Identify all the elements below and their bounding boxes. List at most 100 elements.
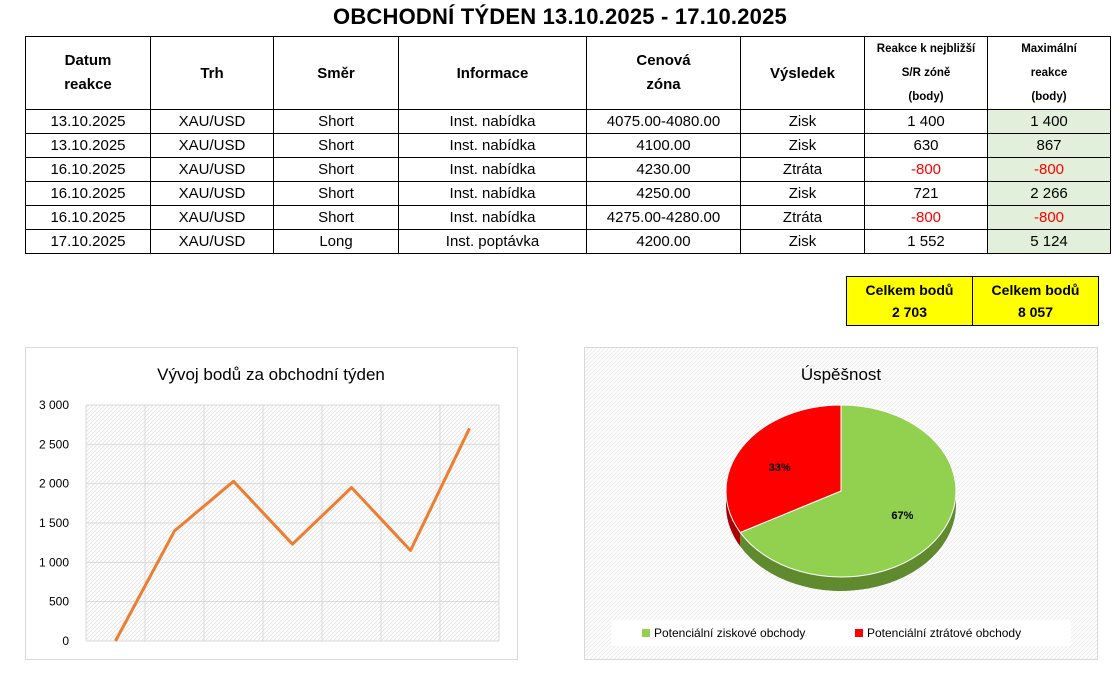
cell-direction: Short	[273, 133, 399, 158]
cell-max: 2 266	[987, 181, 1111, 206]
cell-market: XAU/USD	[150, 205, 274, 230]
cell-market: XAU/USD	[150, 229, 274, 254]
cell-direction: Short	[273, 205, 399, 230]
cell-market: XAU/USD	[150, 157, 274, 182]
header-result: Výsledek	[740, 36, 865, 110]
header-info: Informace	[398, 36, 587, 110]
table-row: 16.10.2025 XAU/USD Short Inst. nabídka 4275.…	[25, 205, 1111, 230]
total-max-cell: Celkem bodů 8 057	[972, 276, 1099, 326]
table-row: 16.10.2025 XAU/USD Short Inst. nabídka 4250.…	[25, 181, 1111, 206]
y-tick-label: 1 000	[39, 555, 69, 569]
total-reaction-value: 2 703	[891, 304, 928, 320]
cell-price: 4100.00	[586, 133, 741, 158]
totals-table: Celkem bodů 2 703 Celkem bodů 8 057	[846, 276, 1099, 326]
legend-swatch	[642, 629, 650, 637]
table-row: 13.10.2025 XAU/USD Short Inst. nabídka 4100.…	[25, 133, 1111, 158]
header-max: Maximální reakce (body)	[987, 36, 1111, 110]
header-direction: Směr	[273, 36, 399, 110]
pie-data-label: 33%	[769, 462, 791, 474]
cell-price: 4200.00	[586, 229, 741, 254]
cell-reaction: -800	[864, 157, 988, 182]
header-date: Datum reakce	[25, 36, 151, 110]
cell-direction: Short	[273, 157, 399, 182]
cell-reaction: -800	[864, 205, 988, 230]
pie-slice	[739, 404, 957, 578]
y-tick-label: 0	[62, 634, 69, 648]
header-date-label: Datum reakce	[64, 52, 112, 93]
cell-price: 4230.00	[586, 157, 741, 182]
table-row: 13.10.2025 XAU/USD Short Inst. nabídka 4075.…	[25, 109, 1111, 134]
cell-reaction: 1 552	[864, 229, 988, 254]
total-max-value: 8 057	[1017, 304, 1054, 320]
trades-table: Datum reakce Trh Směr Informace Cenová z…	[25, 36, 1111, 254]
cell-direction: Long	[273, 229, 399, 254]
y-tick-label: 1 500	[39, 516, 69, 530]
header-reaction-line3: (body)	[908, 91, 944, 103]
cell-info: Inst. nabídka	[398, 133, 587, 158]
pie-data-label: 67%	[891, 510, 913, 522]
cell-reaction: 721	[864, 181, 988, 206]
y-tick-label: 2 000	[39, 477, 69, 491]
cell-date: 13.10.2025	[25, 109, 151, 134]
header-price: Cenová zóna	[586, 36, 741, 110]
cell-info: Inst. nabídka	[398, 205, 587, 230]
cell-max: 5 124	[987, 229, 1111, 254]
legend-box	[611, 620, 1071, 646]
total-max-label: Celkem bodů	[991, 282, 1080, 298]
header-market: Trh	[150, 36, 274, 110]
line-chart-title: Vývoj bodů za obchodní týden	[157, 365, 385, 384]
pie-legend: Potenciální ziskové obchody Potenciální z…	[611, 620, 1071, 646]
cell-max: -800	[987, 205, 1111, 230]
cell-result: Ztráta	[740, 157, 865, 182]
cell-date: 13.10.2025	[25, 133, 151, 158]
cell-direction: Short	[273, 109, 399, 134]
header-reaction-line1: Reakce k nejbližší	[876, 43, 976, 55]
cell-date: 17.10.2025	[25, 229, 151, 254]
header-max-line3: (body)	[1031, 91, 1067, 103]
cell-max: -800	[987, 157, 1111, 182]
cell-result: Zisk	[740, 229, 865, 254]
cell-info: Inst. nabídka	[398, 157, 587, 182]
pie-chart: Úspěšnost 67% 33% Potenciální ziskové obc…	[585, 348, 1097, 659]
cell-result: Ztráta	[740, 205, 865, 230]
cell-date: 16.10.2025	[25, 157, 151, 182]
series-line	[114, 427, 471, 642]
pie-slice-side	[740, 491, 956, 591]
pie-slice-side	[726, 491, 741, 547]
y-tick-label: 3 000	[39, 398, 69, 412]
cell-market: XAU/USD	[150, 133, 274, 158]
page-title: OBCHODNÍ TÝDEN 13.10.2025 - 17.10.2025	[333, 4, 787, 29]
table-row: 16.10.2025 XAU/USD Short Inst. nabídka 4230.…	[25, 157, 1111, 182]
cell-price: 4275.00-4280.00	[586, 205, 741, 230]
cell-result: Zisk	[740, 109, 865, 134]
total-reaction-cell: Celkem bodů 2 703	[846, 276, 973, 326]
line-chart-panel: Vývoj bodů za obchodní týden 0 500 1 000 1 …	[25, 347, 518, 660]
header-price-label: Cenová zóna	[636, 52, 691, 93]
pie-slice	[725, 404, 842, 534]
header-reaction-line2: S/R zóně	[901, 67, 951, 79]
cell-max: 867	[987, 133, 1111, 158]
cell-direction: Short	[273, 181, 399, 206]
cell-result: Zisk	[740, 181, 865, 206]
y-tick-label: 2 500	[39, 437, 69, 451]
y-tick-label: 500	[49, 595, 69, 609]
total-reaction-label: Celkem bodů	[865, 282, 954, 298]
cell-info: Inst. poptávka	[398, 229, 587, 254]
cell-date: 16.10.2025	[25, 205, 151, 230]
cell-date: 16.10.2025	[25, 181, 151, 206]
table-header-row: Datum reakce Trh Směr Informace Cenová z…	[25, 36, 1111, 110]
header-reaction: Reakce k nejbližší S/R zóně (body)	[864, 36, 988, 110]
cell-reaction: 1 400	[864, 109, 988, 134]
cell-max: 1 400	[987, 109, 1111, 134]
legend-swatch	[855, 629, 863, 637]
pie-chart-panel: Úspěšnost 67% 33% Potenciální ziskové obc…	[584, 347, 1098, 660]
legend-label: Potenciální ztrátové obchody	[867, 626, 1021, 640]
cell-price: 4075.00-4080.00	[586, 109, 741, 134]
header-max-line2: reakce	[1030, 67, 1068, 79]
header-max-line1: Maximální	[1021, 43, 1077, 55]
table-row: 17.10.2025 XAU/USD Long Inst. poptávka 4200.…	[25, 229, 1111, 254]
cell-reaction: 630	[864, 133, 988, 158]
cell-info: Inst. nabídka	[398, 181, 587, 206]
cell-market: XAU/USD	[150, 181, 274, 206]
trades-body: 13.10.2025 XAU/USD Short Inst. nabídka 4075.…	[25, 109, 1111, 254]
